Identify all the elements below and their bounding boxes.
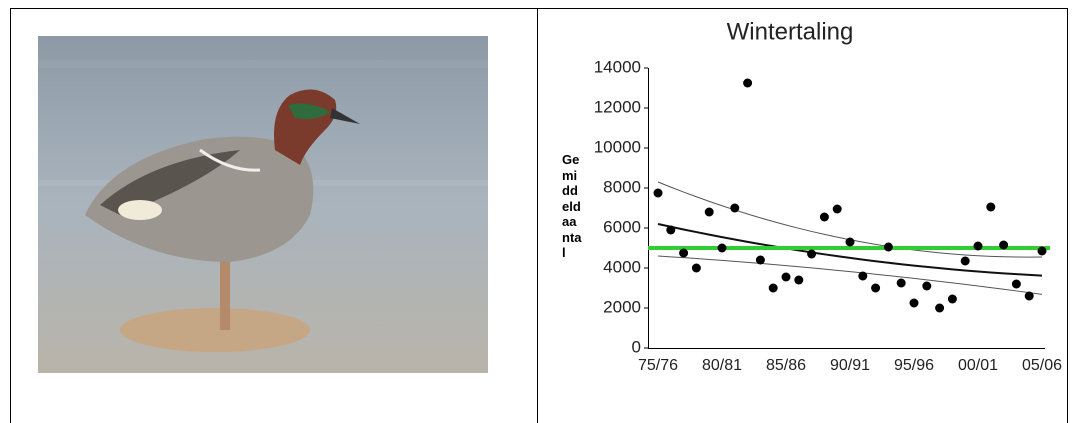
data-point <box>960 256 970 266</box>
x-tick-label: 00/01 <box>958 357 998 374</box>
trend-line <box>657 223 1043 277</box>
x-tick-label: 85/86 <box>766 357 806 374</box>
data-point <box>794 275 804 285</box>
data-point <box>704 207 714 217</box>
data-point <box>909 298 919 308</box>
data-point <box>947 294 957 304</box>
data-point <box>807 249 817 259</box>
data-point <box>717 243 727 253</box>
data-point <box>883 242 893 252</box>
y-tick-label: 0 <box>632 337 641 356</box>
y-axis-label: Gemiddeld aantal <box>562 152 582 260</box>
data-point <box>730 203 740 213</box>
y-tick-label: 10000 <box>594 137 641 156</box>
data-point <box>1024 291 1034 301</box>
data-point <box>781 272 791 282</box>
data-point <box>679 248 689 258</box>
x-tick-label: 05/06 <box>1022 357 1062 374</box>
table-frame <box>10 8 1068 423</box>
data-point <box>691 263 701 273</box>
y-tick-label: 8000 <box>603 177 641 196</box>
y-tick-label: 6000 <box>603 217 641 236</box>
x-tick-label: 90/91 <box>830 357 870 374</box>
y-tick-label: 14000 <box>594 57 641 76</box>
data-point <box>986 202 996 212</box>
data-point <box>653 188 663 198</box>
y-tick-label: 4000 <box>603 257 641 276</box>
x-tick-label: 80/81 <box>702 357 742 374</box>
y-tick-label: 12000 <box>594 97 641 116</box>
data-point <box>922 281 932 291</box>
y-tick-label: 2000 <box>603 297 641 316</box>
photo <box>38 36 488 373</box>
data-point <box>755 255 765 265</box>
data-point <box>973 241 983 251</box>
data-point <box>999 240 1009 250</box>
chart-title: Wintertaling <box>727 18 854 45</box>
data-point <box>743 78 753 88</box>
data-point <box>666 225 676 235</box>
data-point <box>832 204 842 214</box>
data-point <box>935 303 945 313</box>
trend-line <box>657 255 1043 295</box>
x-tick-label: 75/76 <box>638 357 678 374</box>
x-tick-label: 95/96 <box>894 357 934 374</box>
data-point <box>768 283 778 293</box>
data-point <box>1011 279 1021 289</box>
data-point <box>845 237 855 247</box>
data-point <box>871 283 881 293</box>
data-point <box>1037 246 1047 256</box>
data-point <box>819 212 829 222</box>
data-point <box>858 271 868 281</box>
data-point <box>896 278 906 288</box>
